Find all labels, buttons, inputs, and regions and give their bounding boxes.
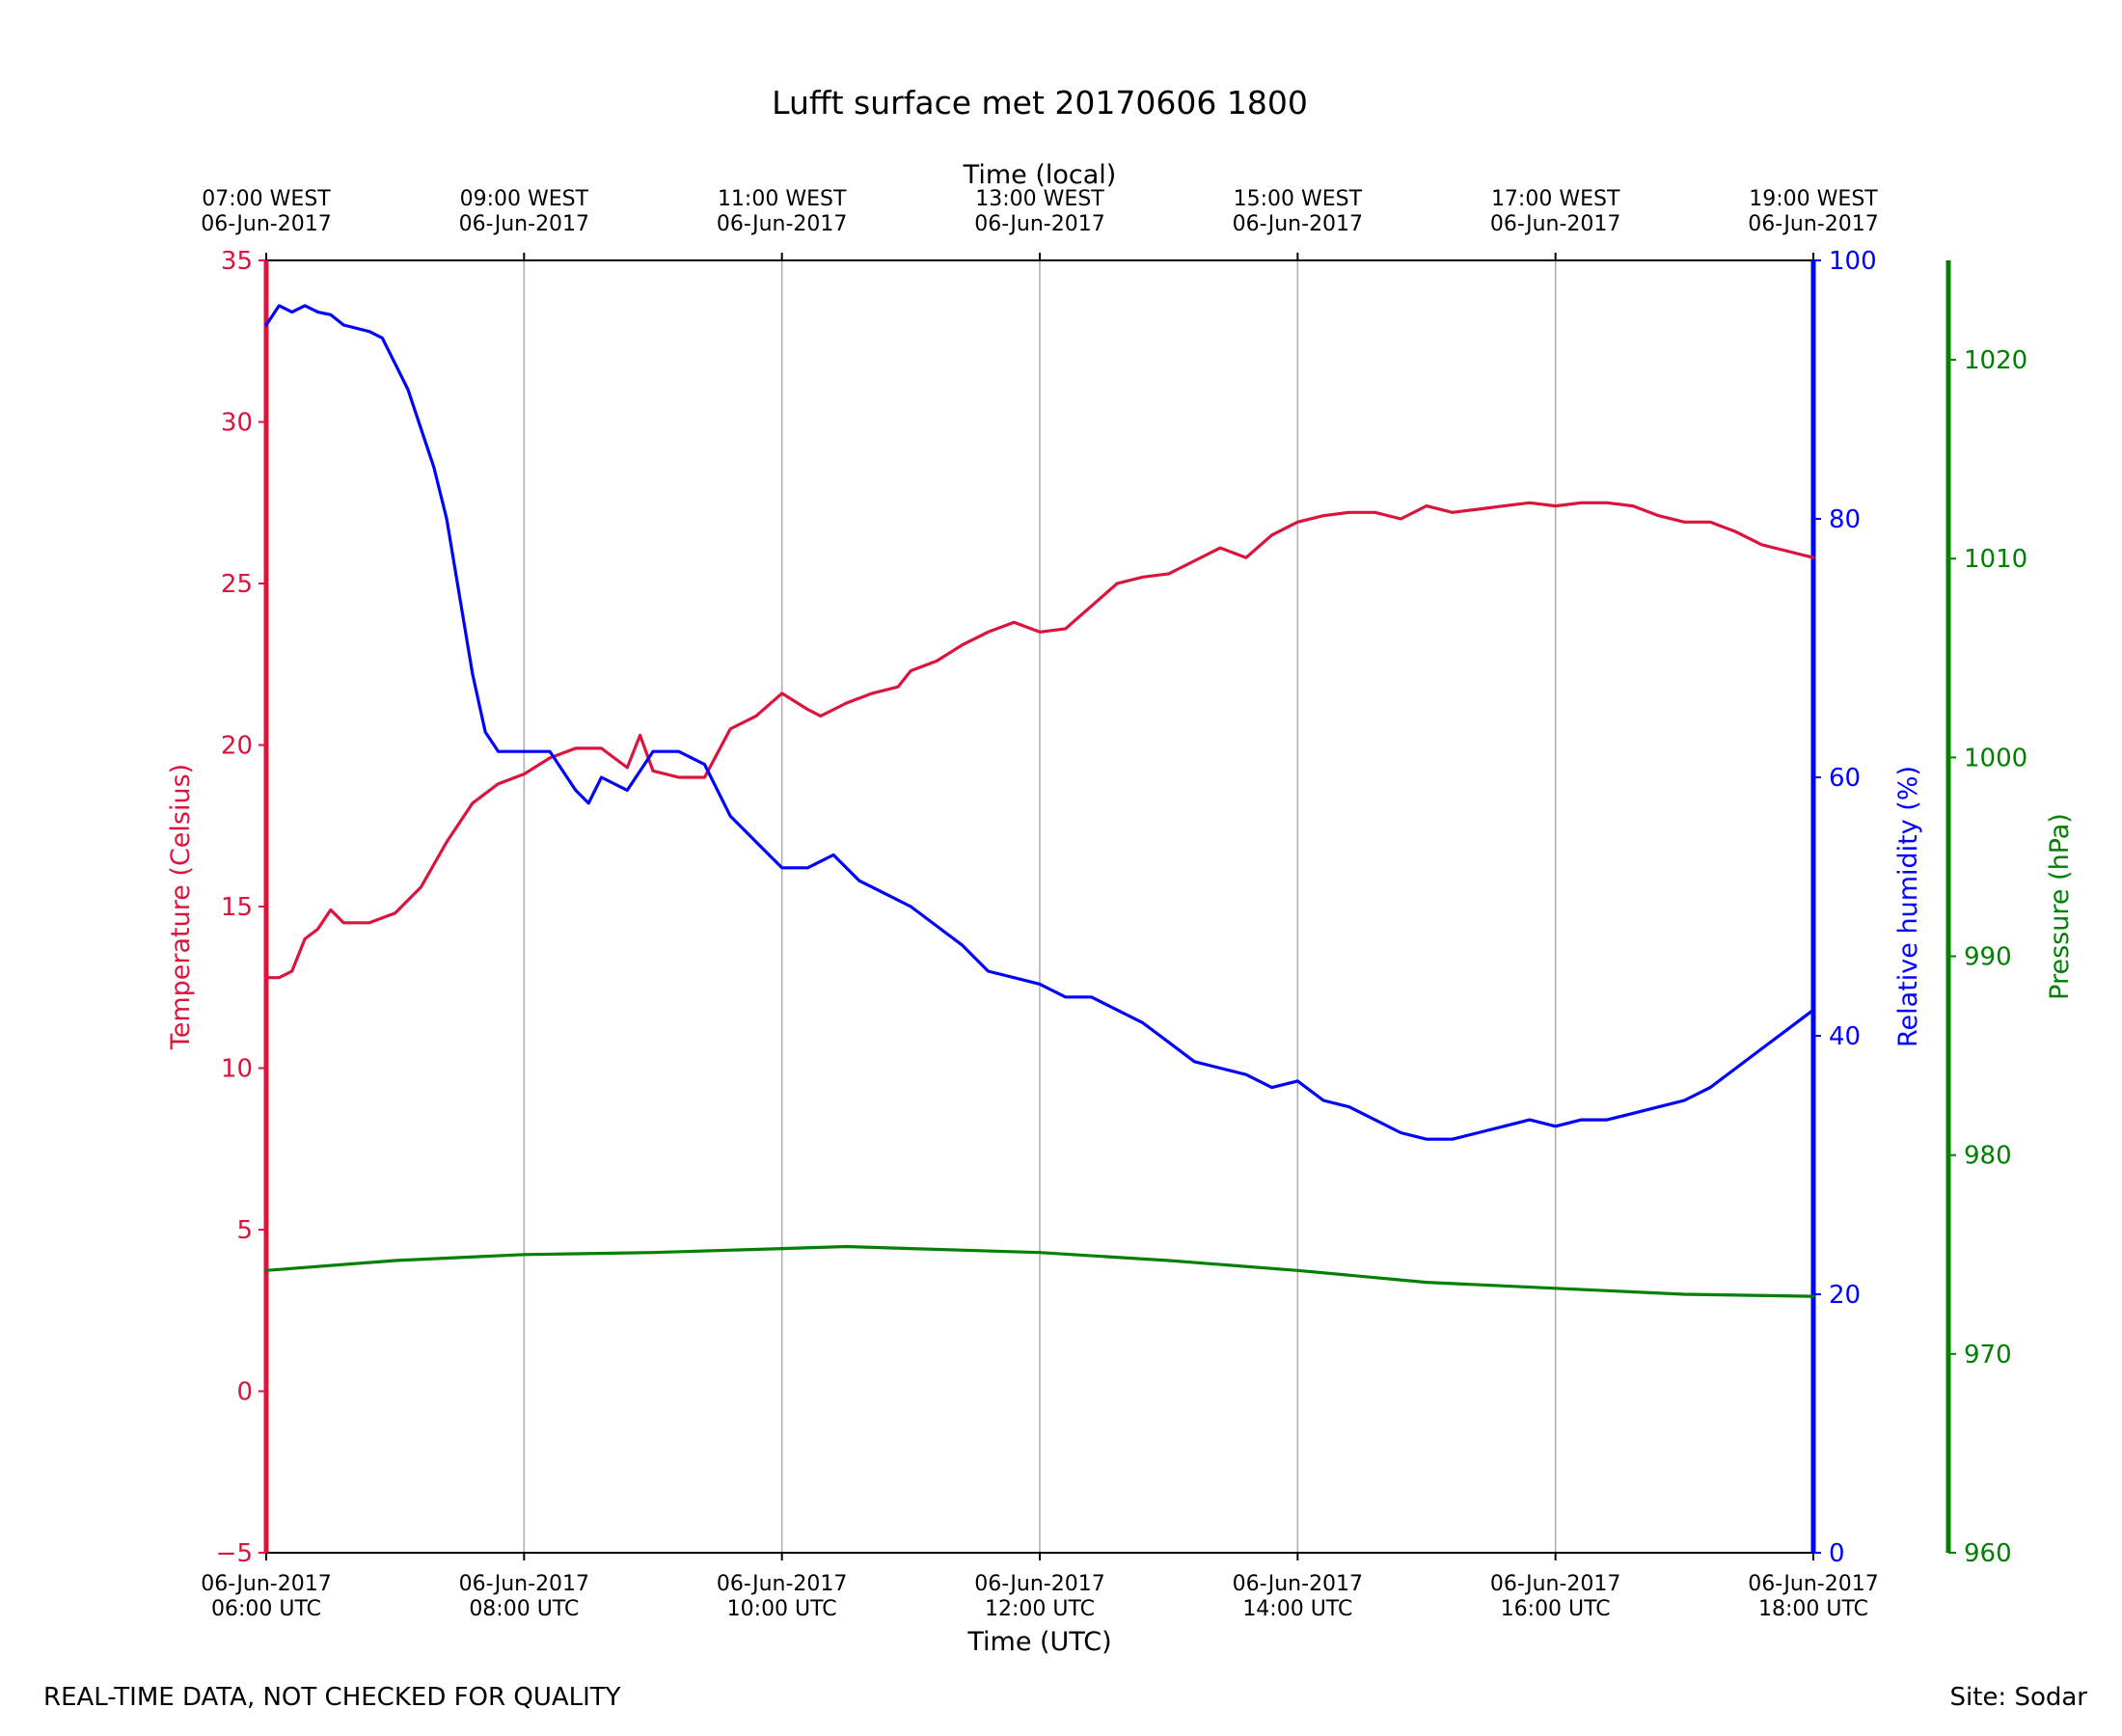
x-tick-label: 06-Jun-2017	[1233, 1572, 1363, 1596]
pressure-tick-label: 990	[1964, 943, 2012, 972]
temperature-tick-label: −5	[216, 1539, 253, 1568]
x2-tick-label: 06-Jun-2017	[717, 212, 847, 236]
x2-tick-label: 06-Jun-2017	[459, 212, 589, 236]
x2-tick-label: 11:00 WEST	[718, 187, 847, 211]
x-tick-label: 06-Jun-2017	[1490, 1572, 1620, 1596]
x-tick-label: 06-Jun-2017	[717, 1572, 847, 1596]
pressure-tick-label: 960	[1964, 1539, 2012, 1568]
pressure-tick-label: 1000	[1964, 744, 2027, 773]
humidity-axis-label: Relative humidity (%)	[1893, 766, 1923, 1047]
x2-tick-label: 06-Jun-2017	[1748, 212, 1878, 236]
x2-tick-label: 07:00 WEST	[202, 187, 331, 211]
humidity-tick-label: 60	[1829, 764, 1861, 793]
pressure-series-line	[264, 1244, 1815, 1298]
x2-tick-label: 06-Jun-2017	[1490, 212, 1620, 236]
site-label: Site: Sodar	[1949, 1683, 2087, 1712]
chart-title: Lufft surface met 20170606 1800	[772, 84, 1308, 122]
x-tick-label: 06:00 UTC	[211, 1597, 321, 1621]
pressure-tick-label: 980	[1964, 1142, 2012, 1171]
temperature-tick-label: 25	[221, 570, 253, 599]
x-tick-label: 06-Jun-2017	[459, 1572, 589, 1596]
x2-tick-label: 17:00 WEST	[1491, 187, 1620, 211]
x-tick-label: 12:00 UTC	[985, 1597, 1095, 1621]
x2-tick-label: 09:00 WEST	[460, 187, 589, 211]
x-tick-label: 10:00 UTC	[727, 1597, 837, 1621]
pressure-tick-label: 970	[1964, 1341, 2012, 1370]
humidity-tick-label: 100	[1829, 247, 1877, 276]
x2-tick-label: 06-Jun-2017	[1233, 212, 1363, 236]
temperature-tick-label: 5	[236, 1216, 253, 1245]
pressure-tick-label: 1010	[1964, 545, 2027, 574]
x2-tick-label: 19:00 WEST	[1749, 187, 1878, 211]
temperature-tick-label: 20	[221, 732, 253, 761]
temperature-tick-label: 10	[221, 1055, 253, 1084]
humidity-tick-label: 40	[1829, 1022, 1861, 1051]
x-tick-label: 14:00 UTC	[1242, 1597, 1352, 1621]
x-tick-label: 06-Jun-2017	[974, 1572, 1104, 1596]
x2-tick-label: 06-Jun-2017	[974, 212, 1104, 236]
x2-tick-label: 15:00 WEST	[1234, 187, 1363, 211]
humidity-tick-label: 20	[1829, 1281, 1861, 1310]
temperature-tick-label: 35	[221, 247, 253, 276]
x-tick-label: 08:00 UTC	[469, 1597, 579, 1621]
x-tick-label: 06-Jun-2017	[201, 1572, 331, 1596]
relative-humidity-series-line	[264, 304, 1815, 1141]
x-axis-label: Time (UTC)	[966, 1627, 1111, 1657]
pressure-tick-label: 1020	[1964, 346, 2027, 375]
humidity-tick-label: 0	[1829, 1539, 1845, 1568]
x2-tick-label: 13:00 WEST	[975, 187, 1104, 211]
temperature-series-line	[264, 501, 1815, 980]
temperature-axis-label: Temperature (Celsius)	[166, 764, 196, 1050]
x-tick-label: 16:00 UTC	[1501, 1597, 1611, 1621]
temperature-tick-label: 0	[236, 1378, 253, 1407]
x-tick-label: 06-Jun-2017	[1748, 1572, 1878, 1596]
humidity-tick-label: 80	[1829, 505, 1861, 534]
x-tick-label: 18:00 UTC	[1758, 1597, 1868, 1621]
x2-axis-label: Time (local)	[963, 160, 1117, 190]
temperature-tick-label: 30	[221, 409, 253, 438]
quality-disclaimer: REAL-TIME DATA, NOT CHECKED FOR QUALITY	[43, 1683, 621, 1712]
x2-tick-label: 06-Jun-2017	[201, 212, 331, 236]
temperature-tick-label: 15	[221, 893, 253, 922]
pressure-axis-label: Pressure (hPa)	[2045, 813, 2075, 1000]
